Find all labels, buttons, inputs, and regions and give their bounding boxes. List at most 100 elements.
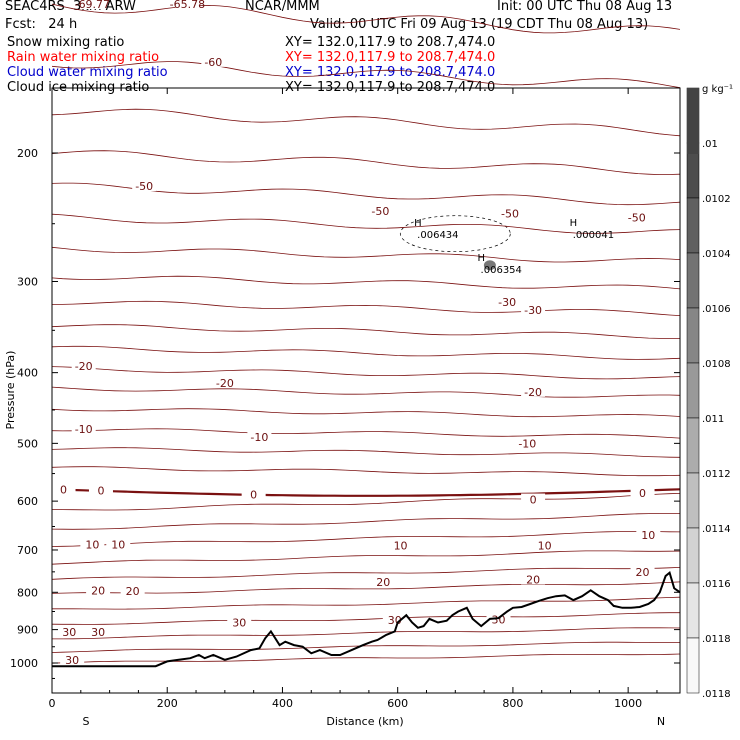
contour-label-bg [521, 385, 546, 397]
colorbar-segment [686, 362, 700, 419]
x-tick-label: 800 [502, 697, 523, 710]
contour-label-bg [247, 430, 272, 442]
field-xy-snow: XY= 132.0,117.9 to 208.7,474.0 [285, 35, 496, 50]
temperature-contour-line [51, 612, 680, 625]
x-tick-label: 200 [157, 697, 178, 710]
x-tick-label: 1000 [614, 697, 642, 710]
maximum-symbol: H [570, 218, 578, 229]
contour-label: -30 [524, 304, 542, 317]
contour-label: -50 [501, 207, 519, 220]
colorbar-segment [686, 472, 700, 529]
contour-label: 20 [376, 576, 390, 589]
colorbar-segment [686, 527, 700, 584]
contour-label-bg [495, 295, 520, 307]
temperature-contour-line [52, 627, 681, 640]
contour-label-bg [521, 573, 546, 585]
contour-label: 30 [62, 626, 76, 639]
contour-label: 10 [641, 529, 655, 542]
init-time: Init: 00 UTC Thu 08 Aug 13 [497, 0, 673, 14]
colorbar-segment [686, 307, 700, 364]
maximum-value: .000041 [573, 230, 614, 241]
y-tick-label: 800 [17, 586, 38, 599]
y-tick-label: 700 [17, 544, 38, 557]
x-tick-label: 600 [387, 697, 408, 710]
plot-frame [51, 87, 681, 694]
maximum-symbol: H [477, 253, 485, 264]
contour-label-bg [106, 538, 131, 550]
contour-label: -50 [628, 211, 646, 224]
temperature-contour-line [51, 246, 681, 263]
contour-label: -30 [498, 296, 516, 309]
contour-label-bg [201, 55, 226, 67]
contour-label-bg [51, 483, 76, 495]
contour-label: -10 [250, 431, 268, 444]
temperature-contour-line [51, 531, 681, 547]
contour-label-bg [515, 437, 540, 449]
temperature-contour-line [51, 213, 681, 234]
temperature-contour-line [51, 275, 681, 290]
contour-label: -50 [371, 205, 389, 218]
temperature-contour-line [51, 550, 681, 565]
maximum-value: .006354 [481, 265, 522, 276]
contour-label-bg [630, 487, 655, 499]
contour-label: 10 [394, 539, 408, 552]
contour-label: 10 [85, 538, 99, 551]
contour-label: 10 [538, 539, 552, 552]
colorbar-label: .0106 [702, 304, 731, 315]
contour-label-bg [57, 626, 82, 638]
temperature-contour-line [51, 513, 680, 530]
colorbar-label: .01 [702, 139, 718, 150]
temperature-contours [51, 3, 681, 664]
colorbar-segment-top [687, 88, 699, 154]
colorbar-segment [686, 582, 700, 639]
y-tick-label: 400 [17, 367, 38, 380]
contour-label-bg [371, 576, 396, 588]
contour-label: -50 [135, 180, 153, 193]
contour-label: 20 [526, 573, 540, 586]
temperature-contour-line [52, 300, 681, 316]
y-tick-label: 200 [17, 147, 38, 160]
colorbar-label: .0118 [702, 634, 731, 645]
temperature-contour-labels: -65.78-69.77-61.31-60-50-50-50-50-30-30-… [51, 0, 661, 667]
temperature-contour-line [51, 108, 681, 137]
forecast-hour: Fcst: 24 h [5, 17, 78, 32]
contour-label-bg [71, 360, 96, 372]
temperature-contour-line [51, 447, 681, 458]
contour-label-bg [521, 493, 546, 505]
contour-label: -10 [75, 423, 93, 436]
colorbar-segment [686, 197, 700, 254]
colorbar-label: .0118 [702, 689, 731, 700]
mixing-ratio-contour-dashed [399, 215, 511, 253]
contour-label: 0 [530, 494, 537, 507]
contour-label-bg [212, 376, 237, 388]
maximum-symbol: H [414, 218, 422, 229]
y-tick-label: 1000 [10, 657, 38, 670]
mixing-ratio-shading [399, 215, 511, 271]
temperature-contour-line [51, 345, 681, 360]
center-name: NCAR/MMM [245, 0, 320, 14]
contour-label-bg [80, 538, 105, 550]
contour-label: -69.77 [75, 0, 110, 11]
y-tick-label: 500 [17, 437, 38, 450]
contour-label-bg [227, 616, 252, 628]
contour-label-bg [80, 0, 105, 10]
colorbar: .0118 .0118 .0116 .0114 .0112 .011 .0108 .0106.… [686, 84, 733, 700]
x-tick-label: 0 [49, 697, 56, 710]
temperature-contour-line [51, 324, 680, 339]
temperature-contour-line [51, 466, 681, 477]
temperature-contour-line [51, 386, 681, 398]
contour-label: 0 [639, 487, 646, 500]
contour-label: 20 [126, 585, 140, 598]
contour-label-bg [636, 529, 661, 541]
temperature-contour-line [51, 61, 681, 89]
contour-label-bg [71, 423, 96, 435]
colorbar-label: .0108 [702, 359, 731, 370]
colorbar-label: .0114 [702, 524, 731, 535]
contour-label: -20 [75, 360, 93, 373]
x-axis-ticks: 0 200 400 600 800 1000 [49, 88, 658, 710]
contour-label-bg [88, 484, 113, 496]
temperature-contour-line [52, 596, 681, 610]
contour-label-bg [132, 180, 157, 192]
